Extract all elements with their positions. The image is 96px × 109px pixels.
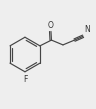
Text: F: F [23, 75, 27, 84]
Text: O: O [48, 21, 53, 30]
Text: N: N [85, 25, 90, 34]
